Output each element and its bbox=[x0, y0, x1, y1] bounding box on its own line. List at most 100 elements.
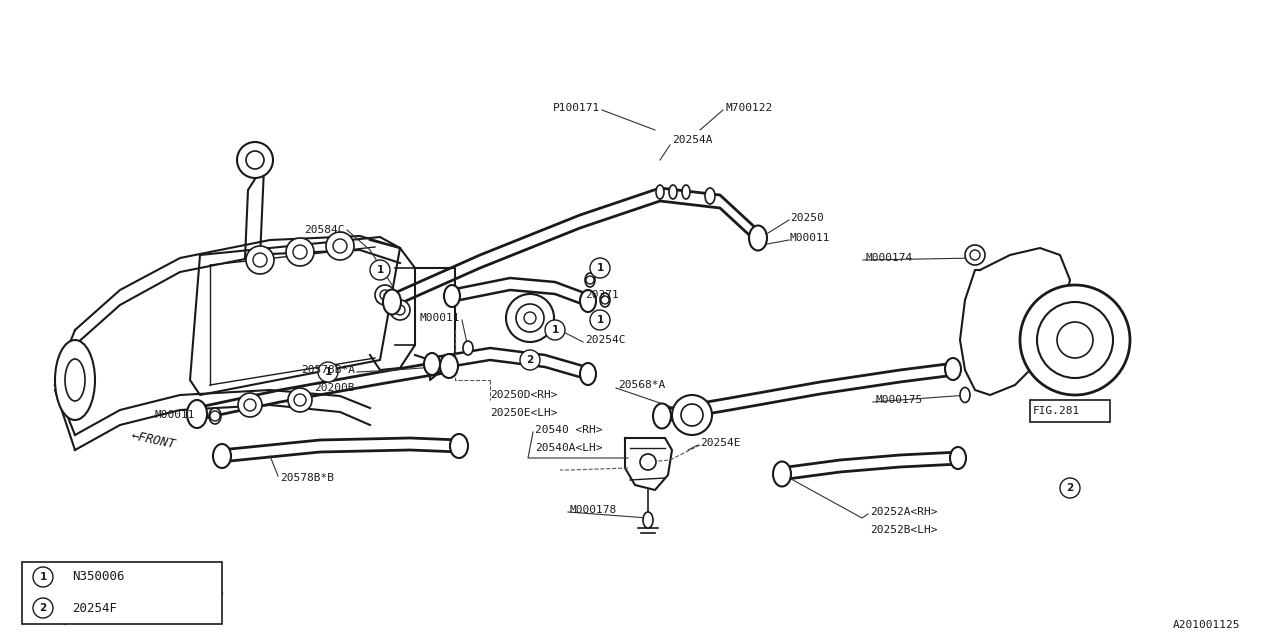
Circle shape bbox=[333, 239, 347, 253]
Ellipse shape bbox=[440, 354, 458, 378]
Text: M00011: M00011 bbox=[420, 313, 460, 323]
Circle shape bbox=[294, 394, 306, 406]
Ellipse shape bbox=[444, 285, 460, 307]
Bar bbox=[22, 562, 221, 624]
Ellipse shape bbox=[212, 444, 230, 468]
Circle shape bbox=[326, 232, 355, 260]
Text: ←FRONT: ←FRONT bbox=[131, 429, 177, 451]
Circle shape bbox=[1020, 285, 1130, 395]
Ellipse shape bbox=[705, 188, 716, 204]
Circle shape bbox=[590, 258, 611, 278]
Circle shape bbox=[965, 245, 986, 265]
Text: 1: 1 bbox=[596, 315, 604, 325]
Text: 20250D<RH>: 20250D<RH> bbox=[490, 390, 558, 400]
Text: A201001125: A201001125 bbox=[1172, 620, 1240, 630]
Circle shape bbox=[681, 404, 703, 426]
Ellipse shape bbox=[682, 185, 690, 199]
Text: 1: 1 bbox=[596, 263, 604, 273]
Ellipse shape bbox=[451, 434, 468, 458]
Text: M700122: M700122 bbox=[724, 103, 772, 113]
Circle shape bbox=[602, 296, 609, 304]
Circle shape bbox=[253, 253, 268, 267]
Circle shape bbox=[33, 567, 52, 587]
Ellipse shape bbox=[669, 185, 677, 199]
Circle shape bbox=[586, 276, 594, 284]
Ellipse shape bbox=[55, 340, 95, 420]
Text: 20254E: 20254E bbox=[700, 438, 741, 448]
Text: 20254F: 20254F bbox=[72, 602, 116, 614]
Text: P100171: P100171 bbox=[553, 103, 600, 113]
Bar bbox=[1030, 400, 1110, 422]
Ellipse shape bbox=[65, 359, 84, 401]
Text: M000174: M000174 bbox=[865, 253, 913, 263]
Text: 1: 1 bbox=[376, 265, 384, 275]
Ellipse shape bbox=[585, 273, 595, 287]
Circle shape bbox=[1057, 322, 1093, 358]
Ellipse shape bbox=[209, 408, 221, 424]
Circle shape bbox=[380, 290, 390, 300]
Circle shape bbox=[524, 312, 536, 324]
Ellipse shape bbox=[463, 341, 474, 355]
Ellipse shape bbox=[643, 512, 653, 528]
Circle shape bbox=[210, 411, 220, 421]
Text: 20568*A: 20568*A bbox=[618, 380, 666, 390]
Circle shape bbox=[506, 294, 554, 342]
Text: 20254C: 20254C bbox=[585, 335, 626, 345]
Text: 20578B*B: 20578B*B bbox=[280, 473, 334, 483]
Circle shape bbox=[970, 250, 980, 260]
Circle shape bbox=[244, 399, 256, 411]
Text: 20250E<LH>: 20250E<LH> bbox=[490, 408, 558, 418]
Ellipse shape bbox=[580, 290, 596, 312]
Text: 1: 1 bbox=[552, 325, 558, 335]
Circle shape bbox=[285, 238, 314, 266]
Ellipse shape bbox=[600, 293, 611, 307]
Circle shape bbox=[1060, 478, 1080, 498]
Text: 20371: 20371 bbox=[585, 290, 618, 300]
Text: 2: 2 bbox=[1066, 483, 1074, 493]
Circle shape bbox=[640, 454, 657, 470]
Circle shape bbox=[590, 310, 611, 330]
Ellipse shape bbox=[749, 225, 767, 250]
Text: N350006: N350006 bbox=[72, 570, 124, 584]
Ellipse shape bbox=[653, 403, 671, 429]
Text: 20200B: 20200B bbox=[315, 383, 355, 393]
Circle shape bbox=[238, 393, 262, 417]
Text: 20254A: 20254A bbox=[672, 135, 713, 145]
Text: 1: 1 bbox=[40, 572, 46, 582]
Circle shape bbox=[1037, 302, 1114, 378]
Ellipse shape bbox=[773, 461, 791, 486]
Ellipse shape bbox=[580, 363, 596, 385]
Circle shape bbox=[288, 388, 312, 412]
Text: 20540 <RH>: 20540 <RH> bbox=[535, 425, 603, 435]
Circle shape bbox=[246, 246, 274, 274]
Ellipse shape bbox=[950, 447, 966, 469]
Text: 20252A<RH>: 20252A<RH> bbox=[870, 507, 937, 517]
Text: M000175: M000175 bbox=[876, 395, 923, 405]
Text: FIG.281: FIG.281 bbox=[1033, 406, 1080, 416]
Text: 20250: 20250 bbox=[790, 213, 824, 223]
Circle shape bbox=[293, 245, 307, 259]
Text: 20252B<LH>: 20252B<LH> bbox=[870, 525, 937, 535]
Circle shape bbox=[246, 151, 264, 169]
Circle shape bbox=[672, 395, 712, 435]
Ellipse shape bbox=[383, 289, 401, 314]
Ellipse shape bbox=[960, 387, 970, 403]
Text: 2: 2 bbox=[40, 603, 46, 613]
Text: 20584C: 20584C bbox=[305, 225, 346, 235]
Circle shape bbox=[237, 142, 273, 178]
Ellipse shape bbox=[187, 400, 207, 428]
Text: M00011: M00011 bbox=[790, 233, 831, 243]
Circle shape bbox=[396, 305, 404, 315]
Text: M000178: M000178 bbox=[570, 505, 617, 515]
Text: 1: 1 bbox=[324, 367, 332, 377]
Circle shape bbox=[390, 300, 410, 320]
Ellipse shape bbox=[657, 185, 664, 199]
Text: 2: 2 bbox=[526, 355, 534, 365]
Ellipse shape bbox=[945, 358, 961, 380]
Text: 20578B*A: 20578B*A bbox=[301, 365, 355, 375]
Circle shape bbox=[545, 320, 564, 340]
Circle shape bbox=[33, 598, 52, 618]
Text: 20540A<LH>: 20540A<LH> bbox=[535, 443, 603, 453]
Circle shape bbox=[370, 260, 390, 280]
Circle shape bbox=[317, 362, 338, 382]
